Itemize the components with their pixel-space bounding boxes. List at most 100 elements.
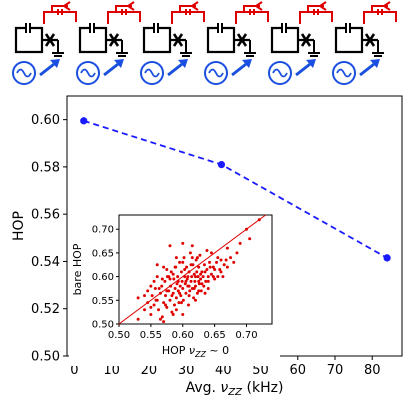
scatter-point [224,258,228,262]
scatter-point [178,260,182,264]
scatter-point [197,282,201,286]
scatter-point [149,305,153,309]
scatter-point [189,279,193,283]
scatter-point [238,241,242,245]
sine-wave-source-icon [12,61,36,85]
inset-x-tick-label: 0.70 [235,330,257,341]
scatter-point [211,275,215,279]
josephson-junction-cross-icon [108,33,120,47]
sine-wave-source-icon [76,61,100,85]
red-coupling-loop-icon [107,5,141,24]
scatter-point [150,294,154,298]
scatter-point [170,294,174,298]
scatter-point [218,268,222,271]
scatter-point [209,251,213,255]
scatter-point [199,289,203,293]
arrow-icon [126,1,135,11]
scatter-point [165,289,169,293]
y-tick-label: 0.50 [31,350,60,365]
scatter-point [168,298,172,302]
scatter-point [183,275,187,279]
scatter-point [181,286,185,290]
scatter-point [160,277,164,281]
scatter-point [208,260,212,264]
inset-x-tick-label: 0.55 [140,330,162,341]
scatter-point [225,246,229,250]
scatter-point [172,277,176,281]
scatter-point [164,294,168,298]
scatter-point [213,268,217,271]
scatter-point [178,291,182,295]
scatter-point [200,282,204,286]
red-coupling-loop-icon [43,5,77,24]
arrow-icon [306,59,316,68]
data-point [217,160,226,169]
scatter-point [168,244,172,248]
scatter-point [183,282,187,286]
scatter-point [173,286,177,290]
scatter-point [187,294,191,298]
scatter-point [194,275,197,279]
red-coupling-loop-icon [235,5,269,24]
scatter-point [190,256,194,260]
scatter-point [198,253,202,257]
scatter-point [160,315,164,319]
scatter-point [232,260,236,264]
capacitor-icon [217,23,223,33]
inset-y-tick-label: 0.70 [92,225,114,236]
inset-y-tick-label: 0.60 [92,272,114,283]
scatter-point [155,275,159,279]
circuit-box [206,26,250,54]
scatter-point [169,284,173,288]
ground-icon [116,40,128,57]
scatter-point [235,251,239,255]
capacitor-icon [25,23,31,33]
scatter-point [158,291,162,295]
scatter-point [167,275,171,279]
red-coupling-loop-icon [171,5,205,24]
arrow-icon [190,1,199,11]
scatter-point [143,308,146,312]
scatter-point [211,265,215,269]
scatter-point [173,265,177,269]
scatter-point [257,218,261,222]
sine-wave-icon [16,68,32,78]
capacitor-icon [89,23,95,33]
qubit-unit [76,1,141,85]
y-axis-label: HOP [11,211,27,241]
scatter-point [245,227,248,231]
scatter-point [203,291,207,295]
scatter-point [216,275,220,279]
scatter-point [209,272,213,276]
scatter-point [170,310,174,314]
josephson-junction-cross-icon [44,33,56,47]
josephson-junction-cross-icon [364,33,376,47]
coupler-capacitor-icon [57,9,63,15]
x-tick-label: 10 [103,363,120,378]
x-tick-label: 80 [364,363,381,378]
circuit-box [78,26,122,54]
scatter-point [222,263,226,267]
coupler-capacitor-icon [121,9,127,15]
scatter-point [165,305,169,309]
scatter-point [190,244,194,248]
scatter-point [192,272,196,276]
scatter-point [174,308,178,312]
scatter-point [221,275,225,279]
arrow-icon [382,1,391,11]
scatter-point [215,260,219,264]
scatter-point [188,251,192,255]
x-tick-label: 30 [178,363,195,378]
scatter-point [152,303,156,307]
scatter-point [162,320,166,324]
scatter-point [171,313,175,317]
scatter-point [219,258,223,262]
josephson-junction-cross-icon [300,33,312,47]
sine-wave-icon [208,68,224,78]
sine-wave-source-icon [268,61,292,85]
scatter-point [205,268,209,271]
ground-icon [308,40,320,57]
inset-chart: 0.50 0.55 0.60 0.65 0.70 0.50 0.55 0.60 0.65 0.70… [69,209,280,366]
scatter-point [194,284,197,288]
inset-x-axis-label: HOP νZZ ~ 0 [162,344,229,359]
